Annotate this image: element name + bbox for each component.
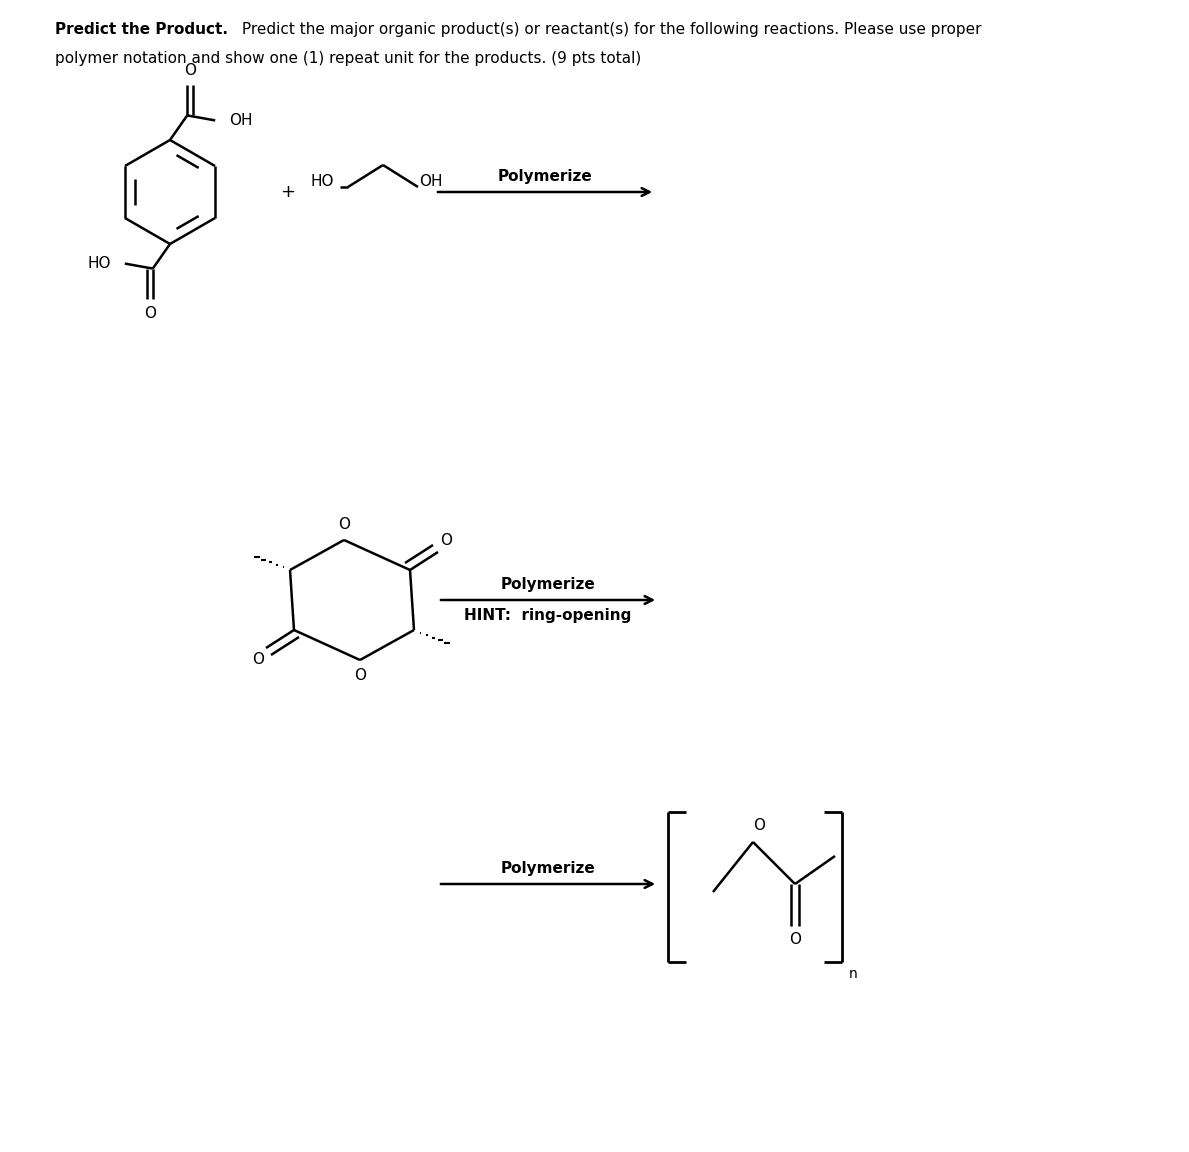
Text: O: O	[440, 532, 452, 547]
Text: +: +	[281, 183, 296, 200]
Text: HINT:  ring-opening: HINT: ring-opening	[465, 607, 631, 622]
Text: OH: OH	[419, 174, 442, 189]
Text: O: O	[789, 932, 801, 947]
Text: polymer notation and show one (1) repeat unit for the products. (9 pts total): polymer notation and show one (1) repeat…	[55, 51, 641, 66]
Text: O: O	[144, 306, 156, 321]
Text: HO: HO	[310, 174, 333, 189]
Text: OH: OH	[229, 113, 253, 128]
Text: Predict the Product.: Predict the Product.	[55, 22, 228, 37]
Text: O: O	[252, 652, 264, 667]
Text: O: O	[354, 668, 366, 683]
Text: O: O	[753, 818, 765, 833]
Text: n: n	[849, 967, 857, 982]
Text: O: O	[184, 63, 196, 78]
Text: Polymerize: Polymerize	[501, 862, 596, 877]
Text: O: O	[338, 516, 350, 531]
Text: HO: HO	[87, 256, 111, 271]
Text: Polymerize: Polymerize	[501, 577, 596, 592]
Text: Predict the major organic product(s) or reactant(s) for the following reactions.: Predict the major organic product(s) or …	[237, 22, 981, 37]
Text: Polymerize: Polymerize	[498, 169, 592, 184]
